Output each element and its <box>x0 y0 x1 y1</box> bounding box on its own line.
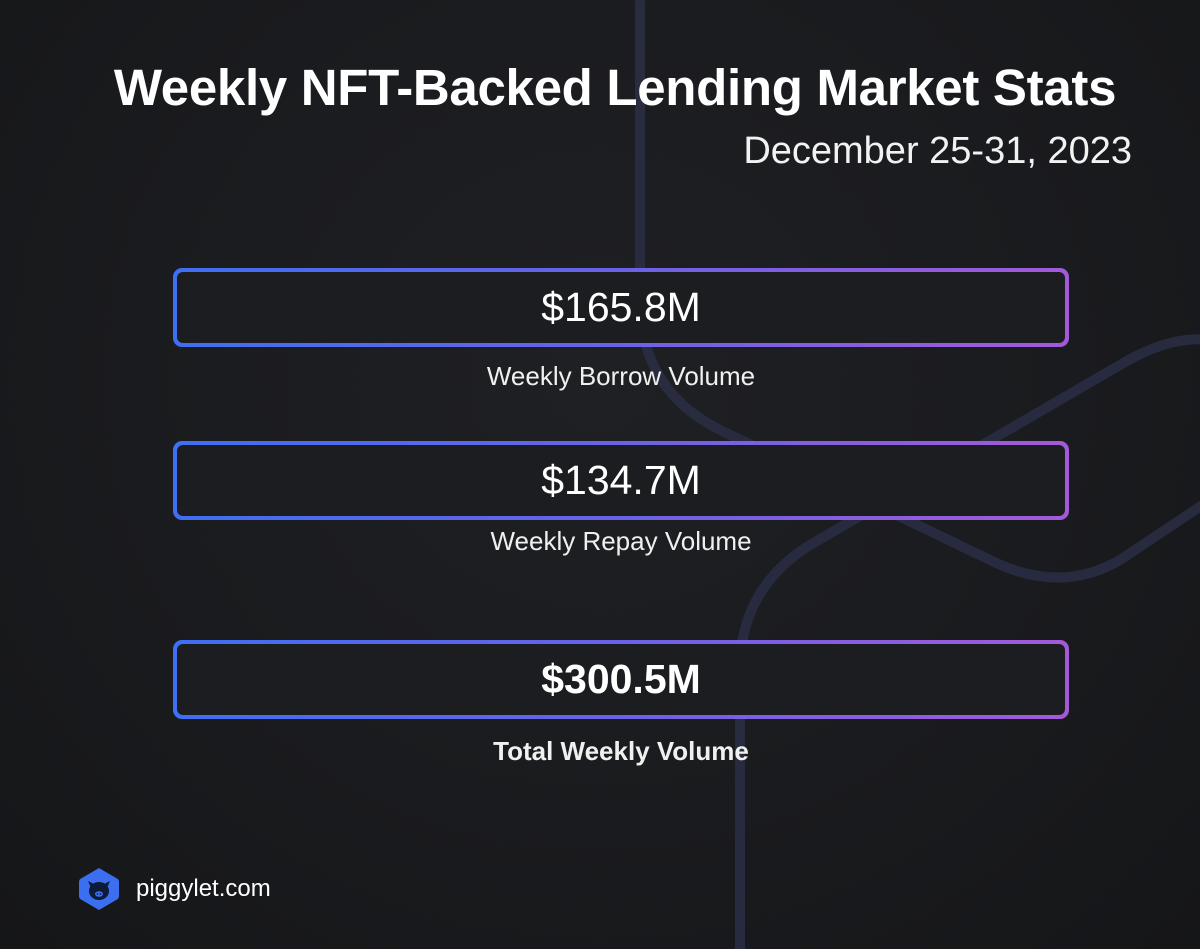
date-range: December 25-31, 2023 <box>743 130 1132 172</box>
borrow-volume-label: Weekly Borrow Volume <box>486 361 756 391</box>
repay-volume-value: $134.7M <box>177 445 1065 516</box>
repay-volume-label: Weekly Repay Volume <box>490 526 752 556</box>
page-title: Weekly NFT-Backed Lending Market Stats <box>113 59 1117 116</box>
piggy-hexagon-icon <box>79 868 119 910</box>
footer: piggylet.com <box>76 866 271 912</box>
total-volume-card: $300.5M <box>173 640 1069 719</box>
brand-link[interactable]: piggylet.com <box>136 875 271 902</box>
total-volume-label: Total Weekly Volume <box>493 736 749 766</box>
repay-volume-card: $134.7M <box>173 441 1069 520</box>
borrow-volume-value: $165.8M <box>177 272 1065 343</box>
total-volume-value: $300.5M <box>177 644 1065 715</box>
borrow-volume-card: $165.8M <box>173 268 1069 347</box>
